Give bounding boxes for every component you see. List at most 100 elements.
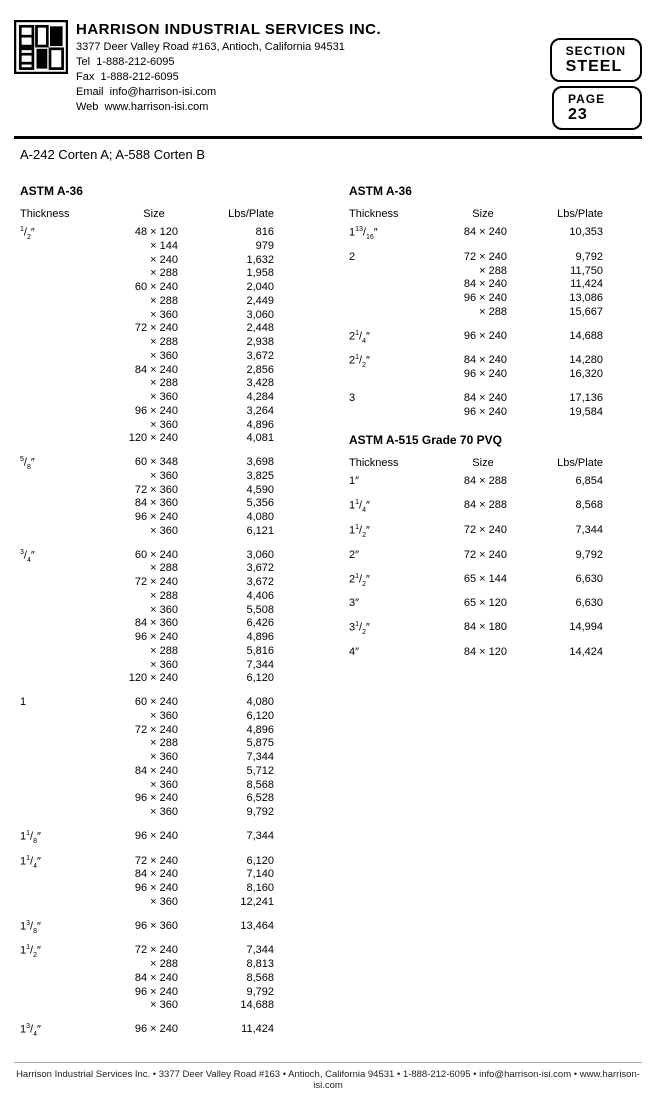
column-headers: Thickness Size Lbs/Plate — [14, 208, 313, 220]
table-row: 72 × 2409,792 — [433, 549, 642, 563]
weight-cell: 3,672 — [204, 350, 284, 364]
thickness-group: 11/4″84 × 2888,568 — [343, 499, 642, 514]
weight-cell: 6,854 — [533, 475, 613, 489]
thickness-cell: 2 — [343, 251, 433, 320]
thickness-cell: 2″ — [343, 549, 433, 563]
size-cell: × 360 — [104, 309, 204, 323]
table-row: 84 × 2888,568 — [433, 499, 642, 513]
table-row: 72 × 3604,590 — [104, 484, 313, 498]
table-row: × 144979 — [104, 240, 313, 254]
size-cell: 84 × 120 — [433, 646, 533, 660]
weight-cell: 9,792 — [204, 806, 284, 820]
thickness-cell: 31/2″ — [343, 621, 433, 636]
thickness-group: 3″65 × 1206,630 — [343, 597, 642, 611]
weight-cell: 7,344 — [204, 751, 284, 765]
thickness-cell: 3 — [343, 392, 433, 420]
table-row: × 3607,344 — [104, 659, 313, 673]
size-cell: × 360 — [104, 419, 204, 433]
size-cell: 84 × 180 — [433, 621, 533, 635]
hdr-size: Size — [433, 457, 533, 469]
size-cell: 96 × 240 — [433, 292, 533, 306]
thickness-cell: 3/4″ — [14, 549, 104, 687]
page-subtitle: A-242 Corten A; A-588 Corten B — [20, 147, 642, 162]
thickness-cell: 21/2″ — [343, 354, 433, 382]
table-row: 65 × 1446,630 — [433, 573, 642, 587]
company-tel: Tel 1-888-212-6095 — [76, 55, 381, 70]
weight-cell: 1,632 — [204, 254, 284, 268]
size-cell: × 360 — [104, 391, 204, 405]
size-cell: × 360 — [104, 659, 204, 673]
weight-cell: 5,875 — [204, 737, 284, 751]
thickness-cell: 11/4″ — [343, 499, 433, 514]
thickness-group: 3/4″60 × 2403,060× 2883,67272 × 2403,672… — [14, 549, 313, 687]
weight-cell: 4,896 — [204, 419, 284, 433]
table-row: 96 × 24016,320 — [433, 368, 642, 382]
size-cell: × 288 — [104, 267, 204, 281]
right-a36-title: ASTM A-36 — [349, 184, 642, 198]
weight-cell: 5,508 — [204, 604, 284, 618]
table-row: 65 × 1206,630 — [433, 597, 642, 611]
table-row: 60 × 3483,698 — [104, 456, 313, 470]
weight-cell: 11,424 — [204, 1023, 284, 1037]
size-cell: 72 × 240 — [433, 524, 533, 538]
company-name: HARRISON INDUSTRIAL SERVICES INC. — [76, 20, 381, 40]
thickness-group: 272 × 2409,792× 28811,75084 × 24011,4249… — [343, 251, 642, 320]
table-row: 48 × 120816 — [104, 226, 313, 240]
weight-cell: 1,958 — [204, 267, 284, 281]
table-row: 120 × 2404,081 — [104, 432, 313, 446]
weight-cell: 14,424 — [533, 646, 613, 660]
thickness-cell: 1 — [14, 696, 104, 820]
thickness-cell: 3″ — [343, 597, 433, 611]
weight-cell: 6,528 — [204, 792, 284, 806]
size-cell: 96 × 240 — [104, 1023, 204, 1037]
table-row: 84 × 3606,426 — [104, 617, 313, 631]
size-cell: 84 × 240 — [104, 972, 204, 986]
size-cell: 84 × 240 — [104, 364, 204, 378]
weight-cell: 7,140 — [204, 868, 284, 882]
table-row: 96 × 2404,896 — [104, 631, 313, 645]
size-cell: × 360 — [104, 779, 204, 793]
size-cell: × 288 — [104, 645, 204, 659]
thickness-group: 31/2″84 × 18014,994 — [343, 621, 642, 636]
size-cell: × 288 — [104, 590, 204, 604]
table-row: × 3603,060 — [104, 309, 313, 323]
weight-cell: 9,792 — [204, 986, 284, 1000]
weight-cell: 8,568 — [204, 779, 284, 793]
size-cell: × 360 — [104, 470, 204, 484]
table-row: 72 × 2407,344 — [104, 944, 313, 958]
weight-cell: 2,938 — [204, 336, 284, 350]
size-cell: 84 × 360 — [104, 617, 204, 631]
table-row: 60 × 2404,080 — [104, 696, 313, 710]
weight-cell: 4,590 — [204, 484, 284, 498]
size-cell: 96 × 240 — [104, 405, 204, 419]
weight-cell: 7,344 — [533, 524, 613, 538]
weight-cell: 6,120 — [204, 672, 284, 686]
weight-cell: 6,120 — [204, 855, 284, 869]
weight-cell: 11,750 — [533, 265, 613, 279]
hdr-lbs: Lbs/Plate — [533, 457, 613, 469]
size-cell: 84 × 240 — [433, 354, 533, 368]
size-cell: 72 × 240 — [104, 576, 204, 590]
table-row: × 2885,816 — [104, 645, 313, 659]
right-a36-table: Thickness Size Lbs/Plate 113/16″84 × 240… — [343, 208, 642, 419]
thickness-cell: 11/8″ — [14, 830, 104, 845]
table-row: 84 × 12014,424 — [433, 646, 642, 660]
weight-cell: 6,121 — [204, 525, 284, 539]
size-cell: 60 × 240 — [104, 696, 204, 710]
thickness-cell: 1/2″ — [14, 226, 104, 446]
size-cell: 84 × 240 — [104, 765, 204, 779]
thickness-group: 2″72 × 2409,792 — [343, 549, 642, 563]
table-row: 96 × 36013,464 — [104, 920, 313, 934]
right-a515-table: Thickness Size Lbs/Plate 1″84 × 2886,854… — [343, 457, 642, 659]
weight-cell: 9,792 — [533, 251, 613, 265]
weight-cell: 6,630 — [533, 597, 613, 611]
weight-cell: 7,344 — [204, 944, 284, 958]
size-cell: 60 × 348 — [104, 456, 204, 470]
weight-cell: 3,264 — [204, 405, 284, 419]
weight-cell: 2,449 — [204, 295, 284, 309]
table-row: × 2883,672 — [104, 562, 313, 576]
size-cell: 84 × 288 — [433, 475, 533, 489]
table-row: × 3606,121 — [104, 525, 313, 539]
weight-cell: 2,040 — [204, 281, 284, 295]
table-row: × 3603,672 — [104, 350, 313, 364]
